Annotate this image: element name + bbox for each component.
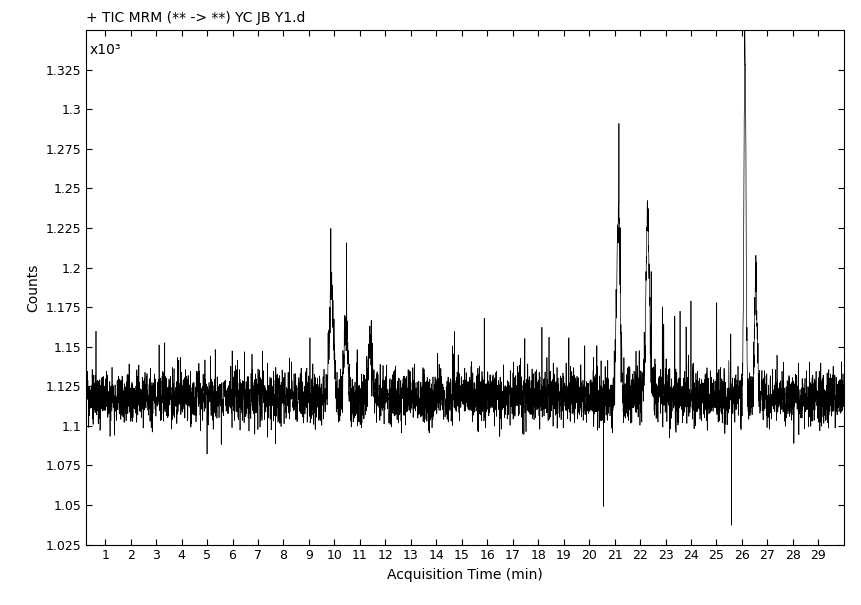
X-axis label: Acquisition Time (min): Acquisition Time (min) [387, 568, 542, 582]
Text: x10³: x10³ [90, 43, 121, 57]
Text: + TIC MRM (** -> **) YC JB Y1.d: + TIC MRM (** -> **) YC JB Y1.d [86, 11, 306, 25]
Y-axis label: Counts: Counts [26, 263, 40, 312]
